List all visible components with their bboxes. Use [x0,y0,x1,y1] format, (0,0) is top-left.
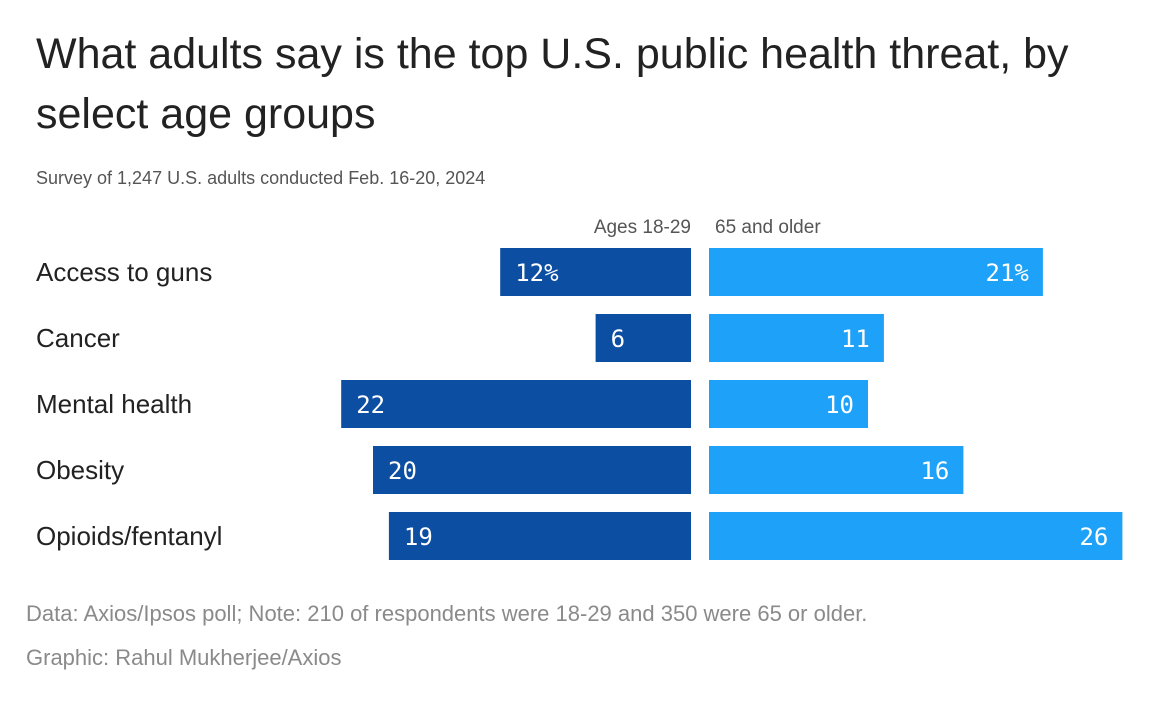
bar-value-label-ages-18-29: 22 [356,391,385,419]
bar-value-label-65-and-older: 16 [920,457,949,485]
chart-title: What adults say is the top U.S. public h… [36,30,1069,138]
bar-65-and-older [709,248,1043,296]
bar-value-label-65-and-older: 21% [986,259,1030,287]
bar-65-and-older [709,512,1123,560]
bar-ages-18-29 [373,446,691,494]
bar-ages-18-29 [388,512,691,560]
category-label: Opioids/fentanyl [36,521,222,551]
bar-value-label-65-and-older: 10 [825,391,854,419]
bar-65-and-older [709,380,868,428]
category-label: Cancer [36,323,120,353]
bar-value-label-ages-18-29: 12% [515,259,559,287]
bar-value-label-65-and-older: 11 [841,325,870,353]
category-label: Access to guns [36,257,212,287]
bar-value-label-ages-18-29: 6 [611,325,625,353]
series-header-ages-18-29: Ages 18-29 [594,217,691,238]
chart-subtitle: Survey of 1,247 U.S. adults conducted Fe… [36,168,486,188]
bar-value-label-ages-18-29: 20 [388,457,417,485]
data-source-line: Data: Axios/Ipsos poll; Note: 210 of res… [26,601,868,626]
bar-ages-18-29 [341,380,691,428]
category-label: Obesity [36,455,124,485]
bar-65-and-older [709,446,964,494]
bar-value-label-65-and-older: 26 [1079,523,1108,551]
category-label: Mental health [36,389,192,419]
bar-value-label-ages-18-29: 19 [404,523,433,551]
diverging-bar-chart: Ages 18-29 65 and older Access to guns 12% 2… [36,217,1123,560]
bar-ages-18-29 [595,314,691,362]
series-header-65-and-older: 65 and older [715,217,821,238]
bar-65-and-older [709,314,884,362]
source-note: Data: Axios/Ipsos poll; Note: 210 of res… [26,592,867,680]
graphic-credit-line: Graphic: Rahul Mukherjee/Axios [26,645,342,670]
bar-ages-18-29 [500,248,691,296]
